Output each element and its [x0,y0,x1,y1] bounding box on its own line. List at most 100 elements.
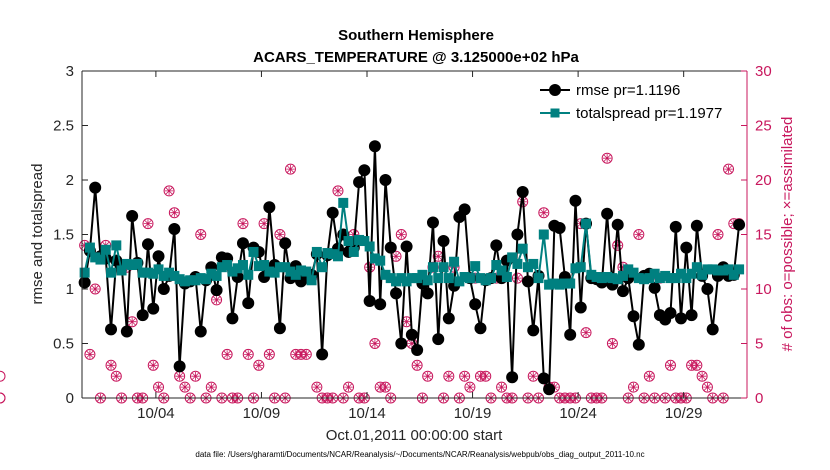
totalspread-point [111,240,122,251]
totalspread-point [501,272,512,283]
obs-assimilated-mark [265,350,274,359]
totalspread-point [565,278,576,289]
obs-possible-circle [163,185,175,197]
totalspread-point [311,246,322,257]
totalspread-point [734,264,745,275]
obs-assimilated-mark [465,382,475,392]
totalspread-point [359,236,370,247]
obs-possible-circle [343,381,355,393]
rmse-point [173,360,186,373]
obs-count-marker [126,316,138,328]
rmse-point [147,302,160,315]
obs-count-marker [628,381,640,393]
obs-assimilated-mark [407,339,417,348]
rmse-point [326,206,339,219]
obs-assimilated-mark [212,295,221,305]
obs-assimilated-mark [365,263,374,272]
legend-circle-marker [549,84,561,96]
obs-count-marker [369,338,381,349]
obs-possible-circle [511,272,523,284]
obs-possible-circle [332,185,344,197]
obs-count-marker [253,359,265,371]
rmse-point [680,241,693,254]
rmse-point [506,371,519,384]
totalspread-point [306,275,317,286]
obs-assimilated-mark [207,382,216,392]
rmse-point [511,228,524,241]
totalspread-point [512,258,523,269]
totalspread-point [697,269,708,280]
obs-possible-circle [253,359,265,371]
totalspread-point [375,255,386,266]
obs-count-marker [633,229,645,240]
totalspread-point [201,274,212,285]
rmse-point [543,383,556,396]
totalspread-point [427,262,438,273]
obs-assimilated-mark [539,208,549,217]
totalspread-point [533,273,544,284]
obs-assimilated-mark [444,372,454,381]
obs-count-marker [723,163,735,175]
obs-assimilated-mark [481,372,490,381]
totalspread-point [100,244,111,255]
rmse-point [611,218,624,231]
obs-count-marker [274,229,286,240]
totalspread-point [723,264,734,275]
totalspread-point [496,265,507,276]
obs-possible-circle [0,392,6,404]
obs-assimilated-mark [80,241,89,250]
rmse-point [421,287,434,300]
rmse-point [236,237,249,250]
obs-assimilated-mark [608,339,617,348]
totalspread-point [628,267,639,278]
obs-possible-circle [205,381,217,393]
totalspread-point [728,269,739,280]
y-tick-label: 1 [66,281,74,298]
y2-tick-label: 10 [755,281,772,298]
obs-count-marker [110,370,122,382]
obs-assimilated-mark [275,230,285,239]
obs-possible-circle [311,381,323,393]
x-tick-label: 10/24 [559,405,597,422]
obs-possible-circle [105,359,117,371]
obs-possible-circle [369,338,381,349]
obs-assimilated-mark [112,372,121,381]
rmse-point [664,306,677,319]
obs-count-marker [691,359,703,371]
y2-tick-label: 25 [755,118,772,135]
totalspread-point [470,261,481,272]
obs-count-marker [237,218,249,230]
rmse-point [706,323,719,336]
rmse-point [632,338,645,351]
y-tick-label: 2 [66,172,74,189]
obs-possible-circle [628,381,640,393]
rmse-point [564,328,577,341]
obs-count-marker [606,338,618,349]
obs-count-marker [0,371,6,382]
y-tick-label: 1.5 [53,227,74,244]
obs-possible-circle [464,381,476,393]
plot-area: 10/04 10/09 10/14 10/19 10/24 10/29 0 0.5 1 1.5 2 2… [0,63,772,422]
legend: rmse pr=1.1196 totalspread pr=1.1977 [540,82,722,122]
obs-possible-circle [284,163,296,175]
obs-count-marker [153,381,165,393]
obs-assimilated-mark [312,382,322,392]
y-tick-label: 0 [66,390,74,407]
rmse-point [141,238,154,251]
obs-assimilated-mark [254,361,264,370]
x-axis-label: Oct.01,2011 00:00:00 start [326,427,503,444]
obs-possible-circle [422,370,434,382]
obs-assimilated-mark [191,372,200,381]
rmse-point [675,312,688,325]
totalspread-point [575,262,586,273]
obs-assimilated-mark [666,361,675,370]
obs-count-marker [511,272,523,284]
obs-count-marker [89,283,101,295]
rmse-point [279,237,292,250]
x-tick-label: 10/19 [454,405,492,422]
obs-count-marker [696,370,708,382]
totalspread-point [517,243,528,254]
totalspread-point [269,267,280,278]
rmse-point [458,203,471,216]
obs-possible-circle [480,370,492,382]
